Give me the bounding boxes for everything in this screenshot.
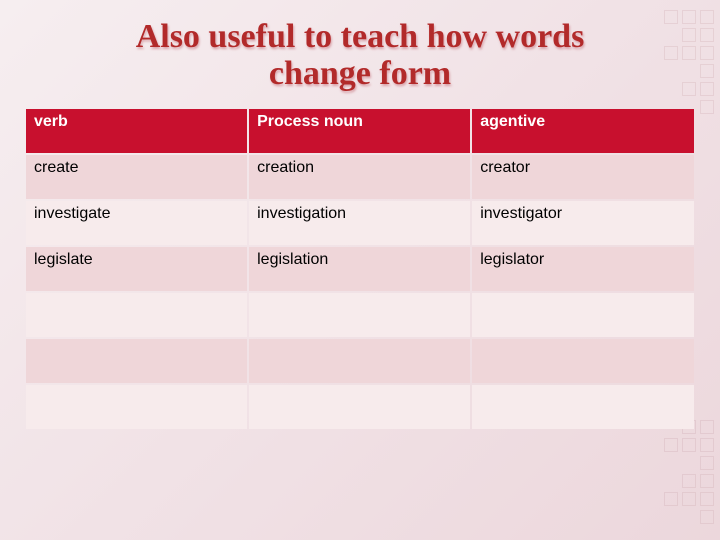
cell: create (26, 155, 247, 199)
table-row: investigate investigation investigator (26, 201, 694, 245)
table-body: create creation creator investigate inve… (26, 155, 694, 429)
cell: creator (472, 155, 694, 199)
table-row (26, 293, 694, 337)
cell: investigator (472, 201, 694, 245)
cell (472, 385, 694, 429)
table-row: legislate legislation legislator (26, 247, 694, 291)
cell (26, 385, 247, 429)
table-row: create creation creator (26, 155, 694, 199)
cell (249, 385, 470, 429)
cell (26, 339, 247, 383)
cell: investigation (249, 201, 470, 245)
cell: creation (249, 155, 470, 199)
table-row (26, 339, 694, 383)
cell: investigate (26, 201, 247, 245)
header-process-noun: Process noun (249, 109, 470, 153)
cell (249, 339, 470, 383)
title-line-2: change form (269, 55, 451, 92)
cell (472, 339, 694, 383)
header-verb: verb (26, 109, 247, 153)
slide: Also useful to teach how words change fo… (0, 0, 720, 540)
table-row (26, 385, 694, 429)
word-forms-table: verb Process noun agentive create creati… (24, 107, 696, 431)
cell (472, 293, 694, 337)
cell (249, 293, 470, 337)
title-line-1: Also useful to teach how words (136, 18, 585, 55)
table-header-row: verb Process noun agentive (26, 109, 694, 153)
header-agentive: agentive (472, 109, 694, 153)
cell (26, 293, 247, 337)
cell: legislator (472, 247, 694, 291)
cell: legislation (249, 247, 470, 291)
cell: legislate (26, 247, 247, 291)
slide-title: Also useful to teach how words change fo… (24, 18, 696, 93)
